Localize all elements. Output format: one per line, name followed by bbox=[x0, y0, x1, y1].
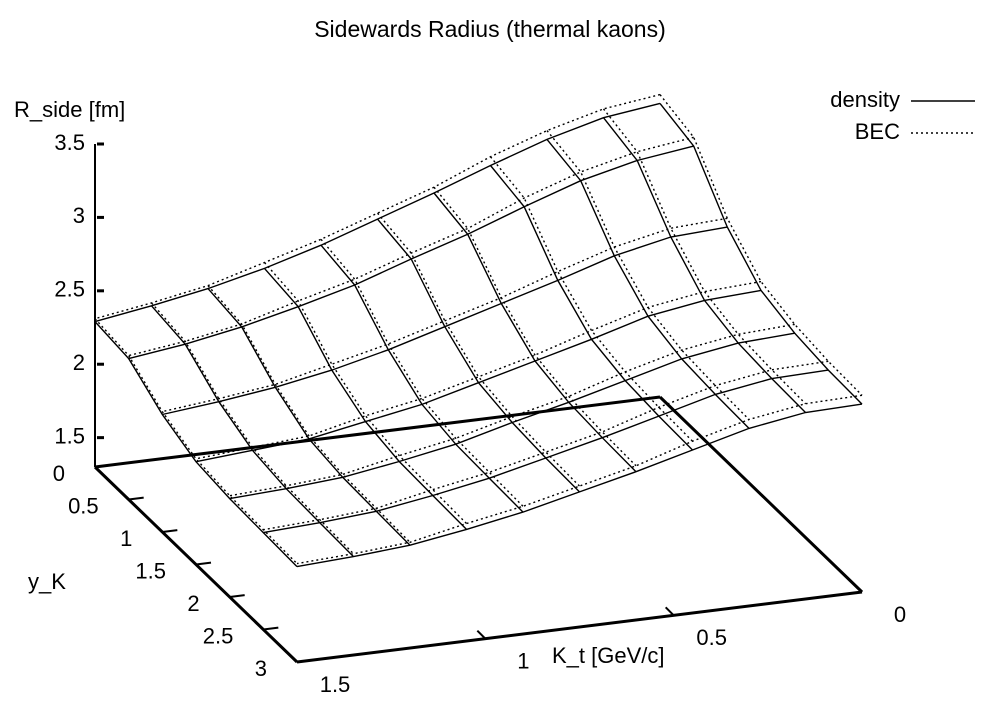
z-axis-label: R_side [fm] bbox=[14, 97, 125, 122]
y-tick bbox=[128, 496, 144, 501]
y-tick-label: 3 bbox=[255, 656, 267, 681]
surface-line bbox=[263, 262, 467, 524]
z-tick-label: 3.5 bbox=[54, 130, 85, 155]
chart-title: Sidewards Radius (thermal kaons) bbox=[314, 16, 666, 42]
surface-line bbox=[263, 360, 829, 531]
x-tick-label: 1 bbox=[517, 648, 529, 673]
x-tick bbox=[288, 653, 298, 663]
base-edge bbox=[94, 395, 661, 469]
surface-line bbox=[296, 394, 863, 565]
surface-line bbox=[433, 186, 637, 467]
z-tick-label: 2.5 bbox=[54, 277, 85, 302]
x-tick-label: 0 bbox=[894, 602, 906, 627]
x-tick-label: 0.5 bbox=[696, 625, 727, 650]
z-tick-label: 2 bbox=[73, 350, 85, 375]
surface-line bbox=[195, 289, 762, 463]
x-tick-label: 1.5 bbox=[320, 672, 351, 697]
x-tick bbox=[853, 583, 863, 593]
x-axis-label: K_t [GeV/c] bbox=[552, 643, 665, 668]
z-tick-label: 3 bbox=[73, 203, 85, 228]
y-tick bbox=[162, 529, 178, 533]
surface-line bbox=[296, 403, 863, 568]
y-tick-label: 1.5 bbox=[135, 558, 166, 583]
surface-line bbox=[162, 217, 728, 413]
legend-label: density bbox=[830, 87, 900, 112]
base-edge bbox=[296, 590, 863, 664]
y-tick-label: 2 bbox=[187, 591, 199, 616]
y-tick bbox=[229, 594, 245, 598]
surface-line bbox=[229, 332, 795, 500]
y-tick-label: 1 bbox=[120, 526, 132, 551]
y-axis-label: y_K bbox=[28, 569, 66, 594]
y-tick-label: 0 bbox=[53, 461, 65, 486]
surface-line bbox=[229, 323, 795, 497]
surface-line bbox=[263, 369, 829, 534]
y-tick-label: 0.5 bbox=[68, 493, 99, 518]
surface-line bbox=[128, 136, 694, 357]
y-tick bbox=[263, 626, 279, 631]
x-tick bbox=[476, 629, 487, 640]
surface-line bbox=[94, 102, 661, 323]
legend-label: BEC bbox=[855, 119, 900, 144]
base-edge bbox=[658, 395, 864, 594]
y-tick bbox=[195, 561, 212, 566]
surface-line bbox=[128, 145, 694, 360]
surface-line bbox=[195, 280, 762, 460]
surface-line bbox=[162, 226, 728, 416]
y-tick bbox=[296, 659, 313, 663]
y-tick-label: 2.5 bbox=[203, 623, 234, 648]
x-tick bbox=[664, 606, 675, 617]
z-tick-label: 1.5 bbox=[54, 423, 85, 448]
surface-line bbox=[94, 93, 661, 320]
y-tick bbox=[94, 464, 111, 468]
